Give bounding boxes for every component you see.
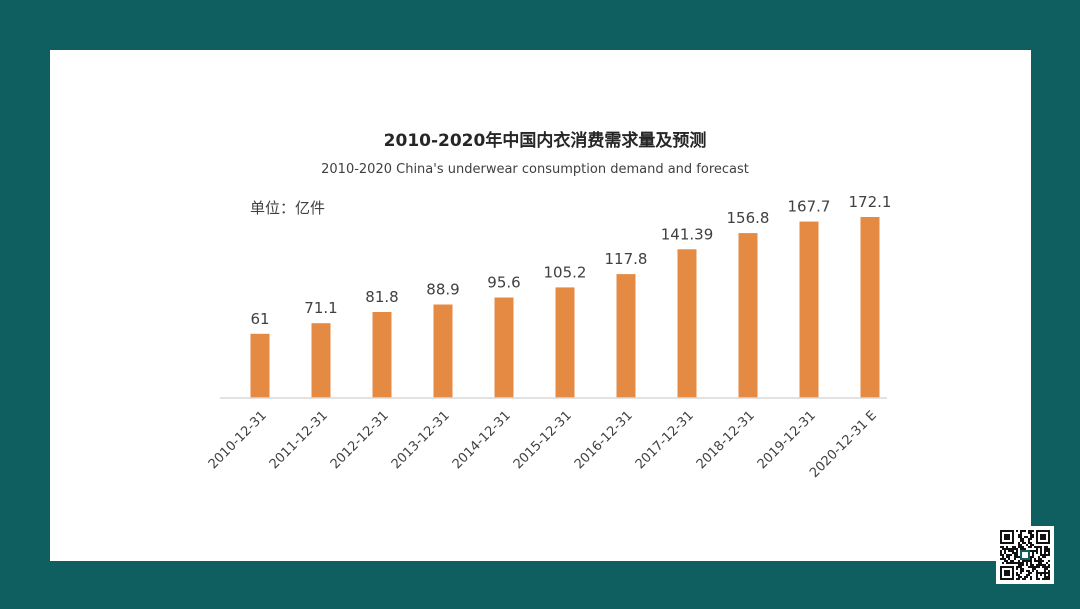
bar (250, 333, 270, 398)
data-label: 61 (250, 310, 269, 328)
chart-subtitle: 2010-2020 China's underwear consumption … (321, 162, 749, 177)
chart: 2010-2020年中国内衣消费需求量及预测 2010-2020 China's… (206, 130, 892, 481)
bar (677, 249, 697, 398)
x-tick-label: 2013-12-31 (389, 408, 453, 472)
bar (372, 312, 392, 398)
bar (433, 304, 453, 398)
data-label: 81.8 (365, 288, 398, 306)
bar-group: 61 71.1 81.8 88.9 95.6 105.2 117.8 141.39 156.8 1… (250, 193, 891, 398)
bar (494, 297, 514, 398)
bar (311, 323, 331, 398)
data-label: 88.9 (426, 281, 459, 299)
bar (738, 233, 758, 398)
bar (860, 217, 880, 398)
x-tick-label: 2015-12-31 (511, 408, 575, 472)
x-tick-labels: 2010-12-312011-12-312012-12-312013-12-31… (206, 408, 880, 481)
x-tick-label: 2014-12-31 (450, 408, 514, 472)
data-label: 105.2 (544, 263, 587, 281)
unit-label: 单位：亿件 (250, 199, 325, 217)
x-tick-label: 2012-12-31 (328, 408, 392, 472)
x-tick-label: 2011-12-31 (267, 408, 331, 472)
x-tick-label: 2019-12-31 (755, 408, 819, 472)
data-label: 141.39 (661, 225, 714, 243)
qr-code-icon (996, 526, 1054, 584)
data-label: 71.1 (304, 299, 337, 317)
chart-card: 2010-2020年中国内衣消费需求量及预测 2010-2020 China's… (50, 50, 1031, 561)
data-label: 156.8 (727, 209, 770, 227)
data-label: 117.8 (605, 250, 648, 268)
x-tick-label: 2016-12-31 (572, 408, 636, 472)
data-label: 172.1 (849, 193, 892, 211)
chart-title: 2010-2020年中国内衣消费需求量及预测 (384, 130, 707, 151)
bar (555, 287, 575, 398)
x-tick-label: 2018-12-31 (694, 408, 758, 472)
data-label: 95.6 (487, 274, 520, 292)
bar (799, 221, 819, 398)
x-tick-label: 2017-12-31 (633, 408, 697, 472)
x-tick-label: 2010-12-31 (206, 408, 270, 472)
bar (616, 274, 636, 398)
data-label: 167.7 (788, 198, 831, 216)
